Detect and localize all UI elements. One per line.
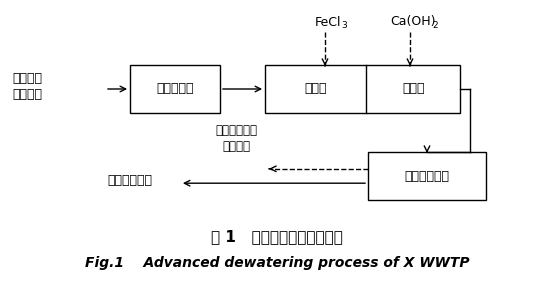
Text: 调理池: 调理池 <box>305 82 327 95</box>
Text: FeCl: FeCl <box>315 15 341 28</box>
Text: 储泥池: 储泥池 <box>402 82 424 95</box>
Text: 2: 2 <box>432 22 438 31</box>
Text: Fig.1    Advanced dewatering process of X WWTP: Fig.1 Advanced dewatering process of X W… <box>85 256 469 270</box>
Text: 隔膜压滤系统: 隔膜压滤系统 <box>404 169 449 182</box>
Text: Ca(OH): Ca(OH) <box>390 15 435 28</box>
Text: 3: 3 <box>341 22 347 31</box>
Bar <box>368 152 486 200</box>
Text: 图 1   某厂深度脱水工艺流程: 图 1 某厂深度脱水工艺流程 <box>211 229 343 245</box>
Text: 卸料稀释池: 卸料稀释池 <box>156 82 194 95</box>
Text: 浓缩污泥: 浓缩污泥 <box>12 72 42 85</box>
Text: 泥饼外运填埋: 泥饼外运填埋 <box>107 175 152 188</box>
Bar <box>130 65 220 113</box>
Text: 脱水污泥: 脱水污泥 <box>12 88 42 102</box>
Text: 污水管网: 污水管网 <box>222 141 250 154</box>
Text: 滤液排至厂区: 滤液排至厂区 <box>215 124 257 136</box>
Bar <box>265 65 460 113</box>
